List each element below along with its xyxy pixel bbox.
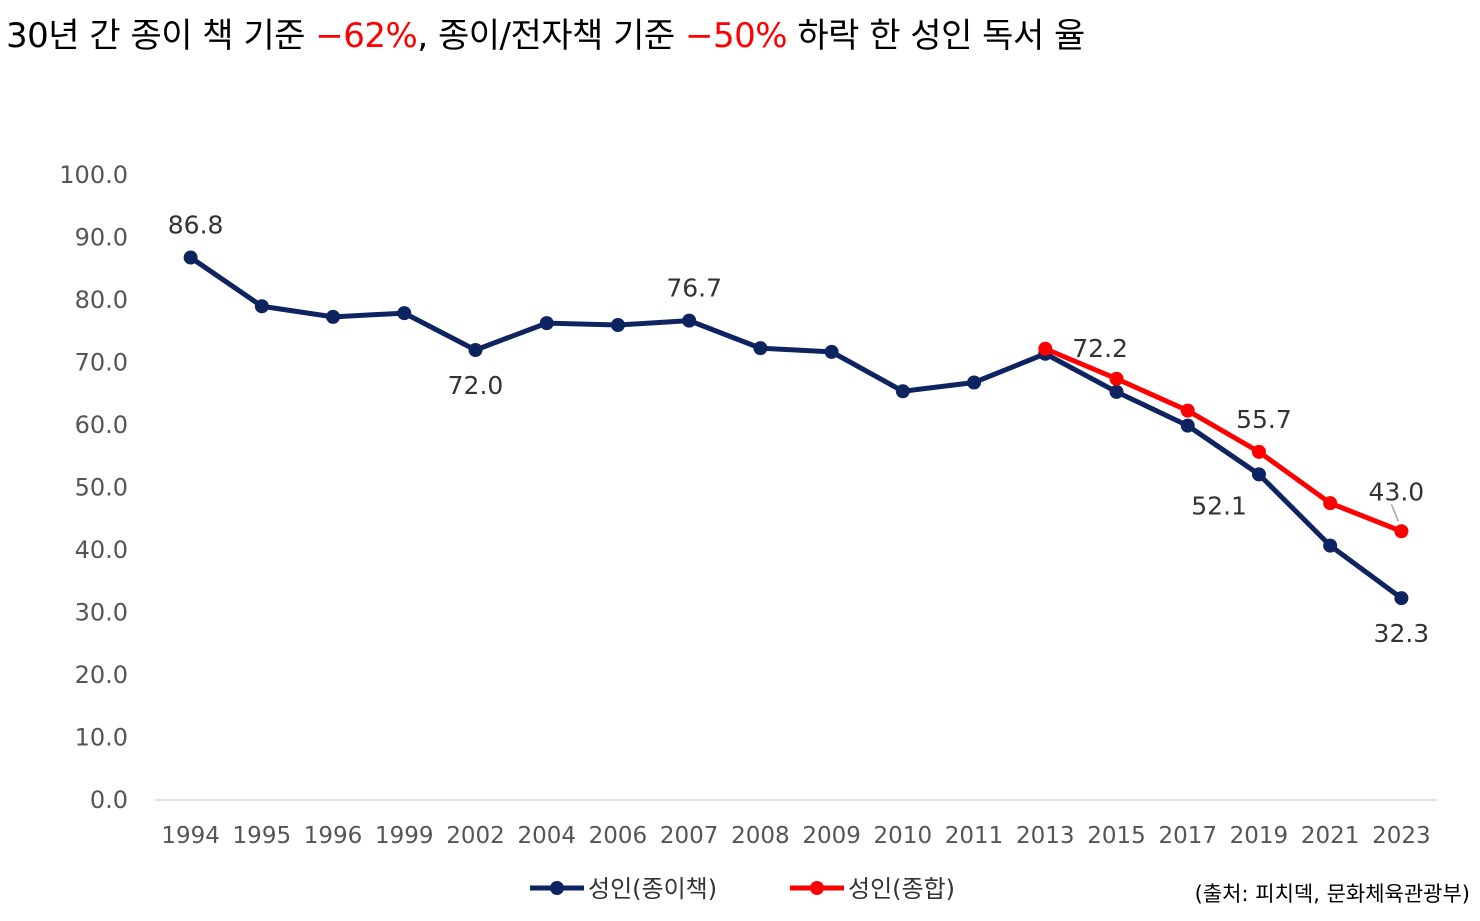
- data-label: 43.0: [1369, 477, 1425, 506]
- x-tick-label: 2002: [446, 823, 505, 849]
- source-note: (출처: 피치덱, 문화체육관광부): [1194, 882, 1470, 906]
- y-axis: 0.0 10.0 20.0 30.0 40.0 50.0 60.0 70.0 80.0 90.0 1…: [59, 161, 128, 814]
- series-0-point: [824, 344, 839, 359]
- x-tick-label: 2010: [874, 823, 933, 849]
- x-tick-label: 2023: [1372, 823, 1431, 849]
- title-highlight-paper: −62%: [315, 16, 418, 56]
- data-label: 55.7: [1236, 405, 1292, 434]
- series-1-point: [1180, 403, 1195, 418]
- x-axis: 1994 1995 1996 1999 2002 2004 2006 2007 2008 2009…: [155, 799, 1437, 849]
- series-0-point: [539, 316, 554, 331]
- x-tick-label: 1996: [304, 823, 363, 849]
- x-tick-label: 2009: [802, 823, 861, 849]
- series-0-point: [397, 306, 412, 321]
- series-0-point: [1251, 467, 1266, 482]
- legend-marker-1: [810, 881, 824, 895]
- y-tick-label: 30.0: [75, 599, 128, 627]
- title-part-1: 30년 간 종이 책 기준: [6, 16, 316, 56]
- data-label: 32.3: [1374, 619, 1430, 648]
- series-0-point: [895, 384, 910, 399]
- data-label: 86.8: [168, 211, 224, 240]
- x-tick-label: 2011: [945, 823, 1004, 849]
- chart-title: 30년 간 종이 책 기준 −62%, 종이/전자책 기준 −50% 하락 한 …: [6, 8, 1085, 57]
- x-tick-label: 2007: [660, 823, 719, 849]
- y-tick-label: 80.0: [75, 286, 128, 314]
- x-tick-label: 1995: [233, 823, 292, 849]
- y-tick-label: 10.0: [75, 724, 128, 752]
- series-line-1: [1042, 346, 1404, 534]
- series-1-point: [1394, 524, 1409, 539]
- legend-label-1: 성인(종합): [848, 875, 955, 903]
- series-0-point: [1180, 418, 1195, 433]
- y-tick-label: 90.0: [75, 224, 128, 252]
- series-0-point: [183, 250, 198, 265]
- series-0-point: [967, 375, 982, 390]
- x-tick-label: 2004: [517, 823, 576, 849]
- series-0-point: [753, 341, 768, 356]
- x-tick-label: 1999: [375, 823, 434, 849]
- title-part-2: , 종이/전자책 기준: [417, 16, 685, 56]
- data-label: 72.0: [448, 371, 504, 400]
- x-tick-label: 1994: [161, 823, 220, 849]
- y-tick-label: 20.0: [75, 661, 128, 689]
- series-1-point: [1251, 444, 1266, 459]
- x-tick-label: 2015: [1087, 823, 1146, 849]
- series-0-point: [326, 309, 341, 324]
- title-highlight-combined: −50%: [684, 16, 788, 56]
- y-tick-label: 40.0: [75, 536, 128, 564]
- series-0-point: [1323, 538, 1338, 553]
- title-part-3: 하락 한 성인 독서 율: [787, 16, 1085, 56]
- y-tick-label: 0.0: [90, 786, 128, 814]
- series-1-point: [1038, 341, 1053, 356]
- x-tick-label: 2017: [1158, 823, 1217, 849]
- series-0-point: [610, 318, 625, 332]
- data-label: 72.2: [1072, 334, 1128, 363]
- data-label: 76.7: [666, 274, 722, 303]
- y-tick-label: 100.0: [59, 161, 128, 189]
- series-0-point: [1394, 591, 1409, 606]
- series-line-0: [188, 255, 1404, 601]
- x-tick-label: 2019: [1230, 823, 1289, 849]
- series-0-point: [1109, 384, 1124, 399]
- data-label: 52.1: [1191, 491, 1247, 520]
- x-tick-label: 2008: [731, 823, 790, 849]
- series-1-point: [1323, 496, 1338, 511]
- series-0-point: [468, 343, 483, 357]
- label-leader-line: [1390, 503, 1400, 522]
- y-tick-label: 70.0: [75, 349, 128, 377]
- series-layer: [183, 250, 1409, 606]
- legend: 성인(종이책) 성인(종합): [530, 875, 955, 903]
- series-0-point: [254, 299, 269, 314]
- data-labels: 86.8 72.0 76.7 72.2 55.7 52.1 43.0 32.3: [168, 211, 1429, 649]
- x-tick-label: 2021: [1301, 823, 1360, 849]
- x-tick-label: 2006: [589, 823, 648, 849]
- series-1-point: [1109, 371, 1124, 386]
- x-tick-label: 2013: [1016, 823, 1075, 849]
- y-tick-label: 50.0: [75, 474, 128, 502]
- legend-label-0: 성인(종이책): [588, 875, 717, 903]
- series-0-point: [682, 313, 697, 328]
- legend-marker-0: [550, 881, 564, 895]
- y-tick-label: 60.0: [75, 411, 128, 439]
